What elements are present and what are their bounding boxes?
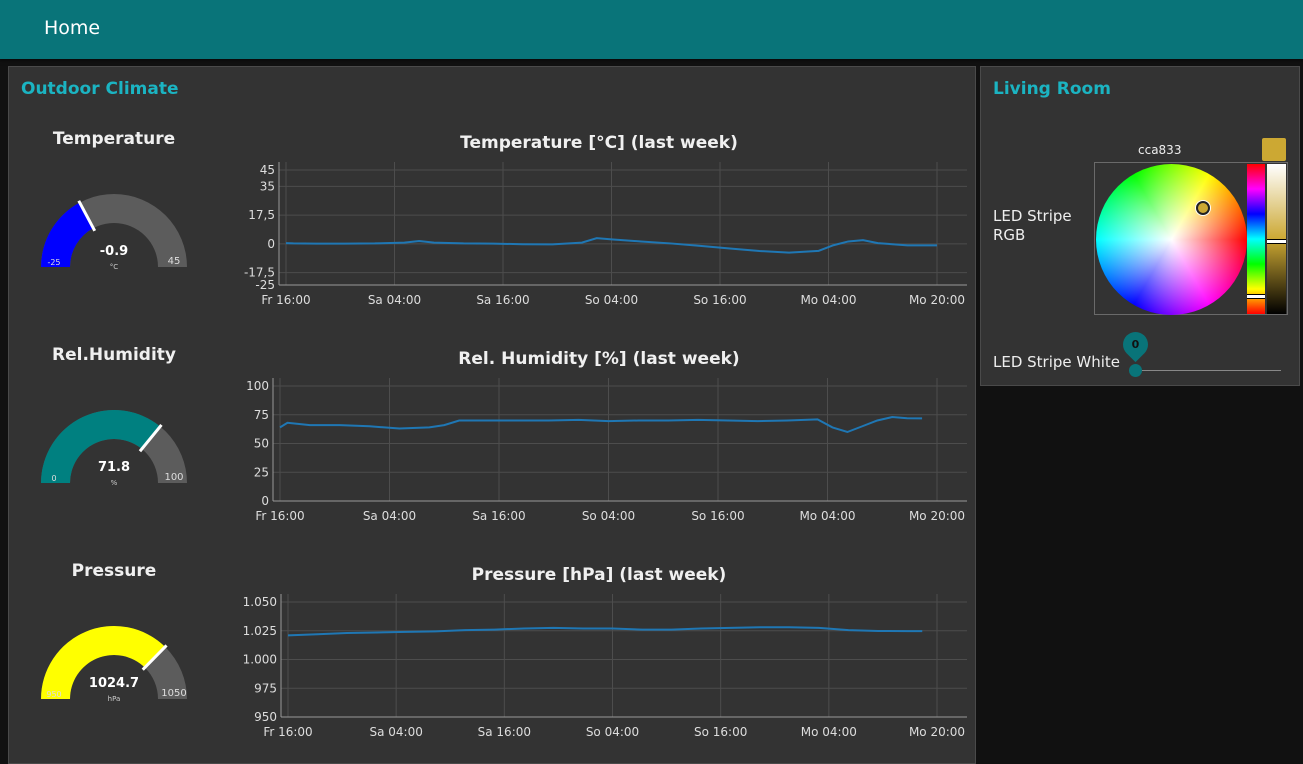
y-tick-label: 0 — [261, 494, 269, 508]
y-tick-label: 100 — [246, 379, 269, 393]
value-bar-marker[interactable] — [1267, 239, 1286, 244]
gauge-max-label: 45 — [168, 256, 181, 267]
slider-thumb[interactable] — [1129, 364, 1142, 377]
x-tick-label: Fr 16:00 — [261, 293, 310, 307]
y-tick-label: 1.025 — [243, 624, 277, 638]
x-tick-label: Mo 04:00 — [800, 293, 856, 307]
gauge-unit: % — [111, 479, 118, 487]
x-tick-label: So 04:00 — [586, 725, 639, 739]
living-room-group: Living Room LED Stripe RGB cca833 LED St… — [980, 66, 1300, 386]
living-room-title: Living Room — [993, 79, 1111, 99]
x-tick-label: So 16:00 — [693, 293, 746, 307]
y-tick-label: 975 — [254, 681, 277, 695]
pressure-chart: Fr 16:00 Sa 04:00 Sa 16:00 So 04:00 So 16:00… — [243, 594, 967, 739]
y-tick-label: 0 — [267, 237, 275, 251]
x-tick-label: Mo 20:00 — [909, 509, 965, 523]
y-tick-label: 25 — [254, 465, 269, 479]
outdoor-climate-title: Outdoor Climate — [21, 79, 179, 99]
x-tick-label: So 04:00 — [585, 293, 638, 307]
humidity-chart: Fr 16:00 Sa 04:00 Sa 16:00 So 04:00 So 16:00… — [246, 378, 967, 523]
gauge-unit: °C — [110, 263, 119, 271]
temperature-chart: Fr 16:00 Sa 04:00 Sa 16:00 So 04:00 So 16:00… — [244, 162, 967, 307]
color-wheel[interactable] — [1096, 164, 1247, 315]
hue-bar[interactable] — [1247, 164, 1265, 314]
series-line — [279, 416, 923, 434]
hue-bar-marker[interactable] — [1247, 294, 1265, 299]
y-tick-label: 17,5 — [248, 208, 275, 222]
gauge-value: 71.8 — [98, 460, 130, 475]
x-tick-label: So 04:00 — [582, 509, 635, 523]
gauge-max-label: 100 — [164, 472, 183, 483]
top-bar: Home — [0, 0, 1303, 59]
led-stripe-white-label: LED Stripe White — [993, 353, 1121, 371]
outdoor-climate-group: Outdoor Climate Temperature -0.9 °C -25 45 … — [8, 66, 976, 764]
slider-track[interactable] — [1129, 370, 1281, 371]
x-tick-label: Fr 16:00 — [263, 725, 312, 739]
x-tick-label: So 16:00 — [694, 725, 747, 739]
gauge-fill — [41, 626, 166, 699]
gauge-min-label: -25 — [47, 258, 60, 267]
gauge-value: 1024.7 — [89, 676, 139, 691]
x-tick-label: Mo 20:00 — [909, 293, 965, 307]
gauge-unit: hPa — [108, 695, 121, 703]
y-tick-label: -17,5 — [244, 266, 275, 280]
color-wheel-marker[interactable] — [1196, 201, 1210, 215]
humidity-chart-title: Rel. Humidity [%] (last week) — [458, 349, 740, 369]
temperature-gauge: -0.9 °C -25 45 — [41, 194, 187, 271]
humidity-gauge: 71.8% 0 100 — [41, 410, 187, 487]
gauge-needle — [77, 200, 97, 232]
x-tick-label: Sa 04:00 — [368, 293, 421, 307]
gauge-fill — [41, 410, 161, 483]
color-picker — [1094, 162, 1288, 315]
y-tick-label: 45 — [260, 163, 275, 177]
slider-value-label: 0 — [1131, 338, 1140, 351]
x-tick-label: Mo 20:00 — [909, 725, 965, 739]
x-tick-label: Fr 16:00 — [255, 509, 304, 523]
humidity-gauge-title: Rel.Humidity — [52, 345, 176, 365]
pressure-chart-title: Pressure [hPa] (last week) — [471, 565, 727, 585]
x-tick-label: Sa 04:00 — [363, 509, 416, 523]
x-tick-label: Mo 04:00 — [799, 509, 855, 523]
series-line — [285, 237, 937, 254]
led-white-slider[interactable]: 0 — [1117, 326, 1285, 377]
value-bar[interactable] — [1267, 164, 1286, 314]
temperature-gauge-title: Temperature — [52, 129, 176, 149]
led-stripe-rgb-label: LED Stripe RGB — [993, 207, 1072, 244]
x-tick-label: Sa 04:00 — [369, 725, 422, 739]
series-line — [287, 626, 923, 637]
x-tick-label: Sa 16:00 — [472, 509, 525, 523]
y-tick-label: 75 — [254, 408, 269, 422]
gauge-min-label: 0 — [51, 474, 56, 483]
y-tick-label: 1.000 — [243, 653, 277, 667]
gauge-value: -0.9 — [100, 244, 128, 259]
pressure-gauge-title: Pressure — [71, 561, 157, 581]
color-hex-value: cca833 — [1138, 143, 1182, 157]
y-tick-label: 50 — [254, 437, 269, 451]
gauge-min-label: 950 — [46, 690, 61, 699]
x-tick-label: So 16:00 — [691, 509, 744, 523]
temperature-chart-title: Temperature [°C] (last week) — [460, 133, 738, 153]
color-swatch[interactable] — [1262, 138, 1286, 161]
x-tick-label: Mo 04:00 — [801, 725, 857, 739]
pressure-gauge: 1024.7 hPa 950 1050 — [41, 626, 187, 703]
page-title: Home — [44, 17, 101, 39]
y-tick-label: 1.050 — [243, 595, 277, 609]
gauge-needle — [141, 644, 168, 671]
x-tick-label: Sa 16:00 — [476, 293, 529, 307]
gauge-max-label: 1050 — [161, 688, 186, 699]
y-tick-label: 35 — [260, 179, 275, 193]
y-tick-label: 950 — [254, 710, 277, 724]
x-tick-label: Sa 16:00 — [478, 725, 531, 739]
gauge-needle — [138, 423, 163, 453]
y-tick-label: -25 — [255, 278, 275, 292]
gauge-fill — [41, 202, 94, 267]
